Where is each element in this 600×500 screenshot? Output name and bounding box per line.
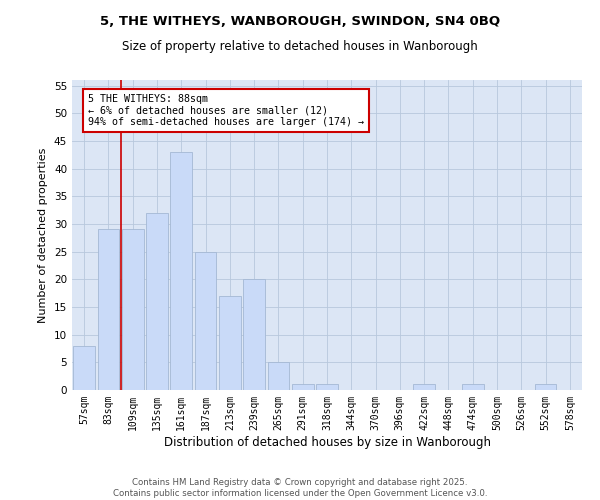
Bar xyxy=(73,346,95,390)
Bar xyxy=(170,152,192,390)
Bar xyxy=(97,230,119,390)
X-axis label: Distribution of detached houses by size in Wanborough: Distribution of detached houses by size … xyxy=(163,436,491,448)
Bar xyxy=(219,296,241,390)
Bar xyxy=(413,384,435,390)
Text: Size of property relative to detached houses in Wanborough: Size of property relative to detached ho… xyxy=(122,40,478,53)
Bar xyxy=(268,362,289,390)
Y-axis label: Number of detached properties: Number of detached properties xyxy=(38,148,49,322)
Bar xyxy=(243,280,265,390)
Bar xyxy=(535,384,556,390)
Text: 5 THE WITHEYS: 88sqm
← 6% of detached houses are smaller (12)
94% of semi-detach: 5 THE WITHEYS: 88sqm ← 6% of detached ho… xyxy=(88,94,364,127)
Text: Contains HM Land Registry data © Crown copyright and database right 2025.
Contai: Contains HM Land Registry data © Crown c… xyxy=(113,478,487,498)
Text: 5, THE WITHEYS, WANBOROUGH, SWINDON, SN4 0BQ: 5, THE WITHEYS, WANBOROUGH, SWINDON, SN4… xyxy=(100,15,500,28)
Bar xyxy=(146,213,168,390)
Bar xyxy=(194,252,217,390)
Bar xyxy=(122,230,143,390)
Bar xyxy=(292,384,314,390)
Bar xyxy=(316,384,338,390)
Bar xyxy=(462,384,484,390)
